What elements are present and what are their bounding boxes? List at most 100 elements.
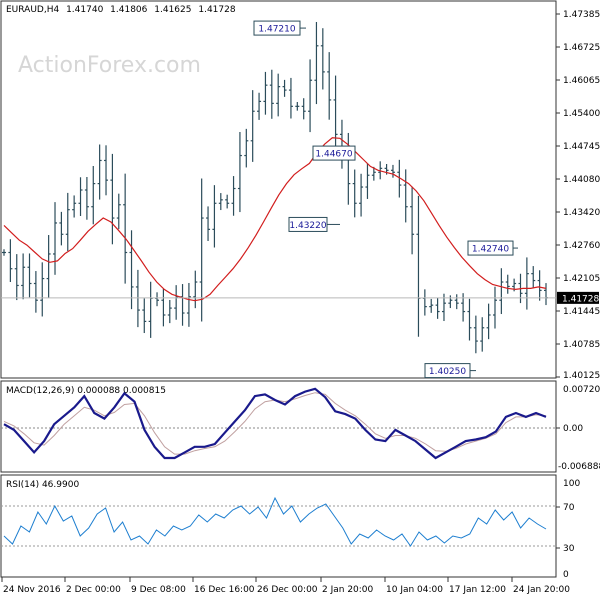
price-bar (78, 177, 83, 217)
rsi-tick-label: 100 (563, 479, 580, 489)
rsi-panel-frame (0, 474, 557, 578)
price-bar (33, 271, 38, 313)
rsi-line (3, 496, 547, 547)
price-bar (65, 192, 70, 252)
price-bar (308, 59, 313, 133)
price-bar (21, 253, 26, 300)
price-bar (524, 257, 529, 310)
price-tick-label: 1.46725 (563, 43, 600, 53)
price-annotation: 1.44670 (312, 145, 356, 161)
price-bar (97, 144, 102, 200)
price-bar (486, 303, 491, 340)
x-tick-label: 26 Dec 00:00 (257, 585, 318, 595)
price-bar (320, 28, 325, 90)
annotation-label: 1.40250 (429, 367, 466, 377)
annotation-box (424, 363, 471, 379)
x-tick-label: 24 Nov 2016 (3, 585, 61, 595)
price-bar (91, 166, 96, 225)
open-value: 1.41740 (66, 5, 103, 15)
high-value: 1.41806 (110, 5, 147, 15)
price-bar (116, 193, 121, 230)
price-bar (8, 239, 13, 282)
price-bar (295, 102, 300, 111)
price-bar (27, 253, 32, 298)
macd-tick-label: 0.00 (563, 424, 583, 434)
price-bar (276, 73, 281, 117)
price-bar (410, 186, 415, 255)
price-annotation: 1.43220 (288, 216, 340, 232)
price-bar (403, 169, 408, 223)
macd-tick-label: -0.006888 (558, 462, 600, 472)
x-tick-label: 2 Dec 00:00 (66, 585, 121, 595)
price-bar (301, 98, 306, 120)
price-tick-label: 1.40125 (563, 371, 600, 381)
price-overlay-group: 1.41728 (1, 291, 599, 304)
annotation-label: 1.42740 (472, 245, 509, 255)
annotation-box (467, 240, 514, 256)
price-annotation: 1.40250 (424, 363, 476, 379)
close-value: 1.41728 (198, 5, 235, 15)
price-bar (161, 288, 166, 327)
x-tick-label: 2 Jan 20:00 (322, 585, 374, 595)
annotation-box (253, 20, 301, 36)
rsi-y-axis: 100 70 30 0 (556, 479, 580, 580)
macd-title: MACD(12,26,9) 0.000088 0.000815 (6, 386, 166, 396)
x-tick-label: 9 Dec 08:00 (131, 585, 186, 595)
macd-line (3, 387, 547, 460)
price-bar (14, 254, 19, 301)
x-tick-label: 24 Jan 20:00 (513, 585, 570, 595)
symbol-label: EURAUD,H4 (6, 5, 59, 15)
price-bar (390, 164, 395, 178)
price-bar (365, 163, 370, 199)
price-bar (231, 176, 236, 216)
price-bar (40, 262, 45, 317)
watermark-text: ActionForex.com (18, 53, 201, 78)
price-bar (333, 75, 338, 159)
price-bar (225, 194, 230, 209)
rsi-tick-label: 0 (563, 570, 569, 580)
price-bar (2, 249, 6, 256)
moving-average-line (3, 137, 547, 302)
rsi-title: RSI(14) 46.9900 (6, 480, 79, 490)
x-axis: 24 Nov 2016 2 Dec 00:00 9 Dec 08:00 16 D… (1, 577, 570, 595)
price-bar (473, 315, 478, 354)
price-bar (257, 92, 262, 120)
price-tick-label: 1.42105 (563, 274, 600, 284)
price-bar (429, 298, 434, 313)
price-bar (327, 52, 332, 120)
price-bar (282, 79, 287, 97)
annotations-group: 1.47210 1.44670 1.43220 1.42740 1.40250 (253, 20, 518, 379)
price-bar (492, 286, 497, 329)
price-bar (53, 202, 58, 275)
price-bar (499, 268, 504, 315)
price-bar (237, 131, 242, 213)
price-annotation: 1.47210 (253, 20, 306, 36)
price-bar (454, 294, 459, 310)
price-tick-label: 1.41445 (563, 307, 600, 317)
price-tick-label: 1.42760 (563, 241, 600, 251)
annotation-label: 1.44670 (315, 150, 352, 160)
price-bar (288, 77, 293, 119)
annotation-label: 1.43220 (289, 221, 326, 231)
price-bar (104, 145, 109, 196)
price-bar (72, 195, 77, 218)
macd-panel-frame (0, 380, 557, 473)
price-tick-label: 1.45400 (563, 109, 600, 119)
price-bar (186, 282, 191, 327)
price-bar (435, 297, 440, 319)
price-bar (84, 177, 89, 220)
price-bar (505, 274, 510, 294)
x-tick-label: 17 Jan 12:00 (449, 585, 506, 595)
x-tick-label: 16 Dec 16:00 (194, 585, 255, 595)
price-annotation: 1.42740 (467, 240, 518, 256)
price-bar (59, 211, 64, 246)
price-bar (123, 173, 128, 284)
price-bar (531, 266, 536, 289)
x-tick-label: 10 Jan 04:00 (386, 585, 443, 595)
price-bar (142, 298, 147, 334)
rsi-tick-label: 30 (563, 544, 575, 554)
low-value: 1.41625 (154, 5, 191, 15)
macd-lines-group (3, 387, 547, 460)
